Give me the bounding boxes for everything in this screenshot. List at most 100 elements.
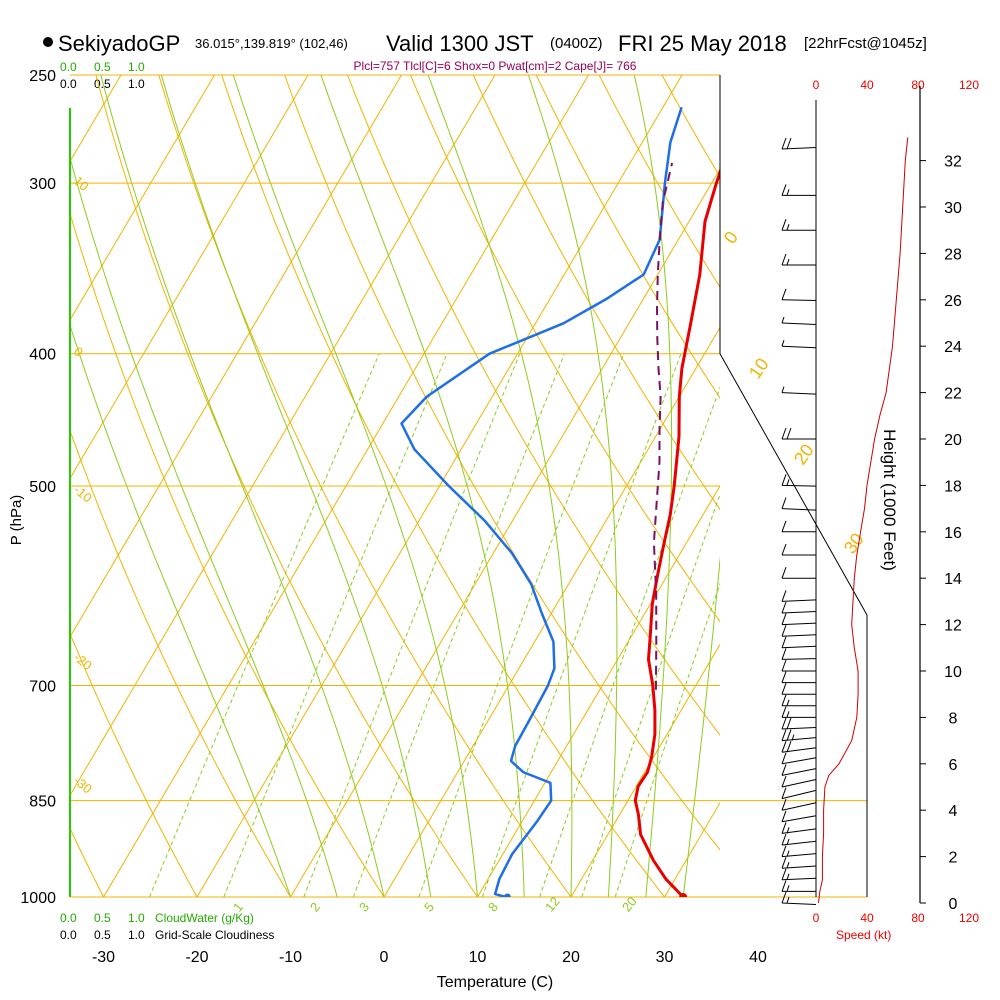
wind-barb-flag	[781, 833, 787, 846]
wind-barb	[781, 857, 817, 869]
wind-barb-staff	[781, 645, 817, 649]
isotherm-line	[70, 75, 215, 321]
pressure-label: 700	[29, 679, 56, 696]
wind-barb	[781, 729, 817, 742]
height-label: 2	[949, 850, 958, 867]
wind-barb-flag	[781, 613, 787, 625]
dry-adiabat-line	[70, 211, 385, 897]
wind-barb	[781, 845, 817, 858]
top-speed-scale: 0 40 80 120	[813, 78, 980, 92]
wind-barb-flag	[786, 729, 792, 741]
wind-barb-half-flag	[786, 479, 790, 486]
bottom-speed-tick-0: 0	[813, 911, 820, 925]
wind-barb-flag	[781, 822, 787, 834]
height-label: 30	[944, 200, 962, 217]
wind-barb	[781, 799, 817, 811]
wind-barb	[781, 316, 817, 325]
wind-barb-staff	[781, 508, 817, 511]
bottom-speed-tick-1: 40	[860, 911, 874, 925]
wind-barb-flag	[781, 474, 787, 486]
moist-adiabat-line	[232, 75, 478, 897]
wind-barb-staff	[781, 789, 817, 800]
stability-params: Plcl=757 Tlcl[C]=6 Shox=0 Pwat[cm]=2 Cap…	[354, 59, 637, 73]
wind-barb-flag	[781, 636, 787, 648]
cloudwater-label: CloudWater (g/Kg)	[155, 911, 254, 925]
wind-barb-flag	[781, 520, 787, 532]
parcel-path	[652, 162, 674, 690]
wind-barb-flag	[781, 497, 787, 509]
height-label: 4	[949, 803, 958, 820]
moist-adiabat-line	[70, 323, 291, 897]
height-label: 24	[944, 339, 962, 356]
height-label: 26	[944, 293, 962, 310]
dry-adiabat-label: -20	[71, 650, 95, 674]
wind-barb	[781, 340, 817, 349]
height-label: 14	[944, 571, 962, 588]
wind-barb-flag	[781, 729, 787, 741]
moist-adiabat-line	[633, 75, 673, 897]
surface-dewpoint-marker	[503, 893, 511, 897]
height-label: 0	[949, 896, 958, 913]
wind-barb-half-flag	[786, 189, 790, 196]
moist-adiabat-line	[682, 555, 720, 897]
top-cloudiness-tick-2: 1.0	[128, 77, 145, 91]
bottom-cloudwater-tick-1: 0.5	[94, 911, 111, 925]
wind-barb-half-flag	[781, 316, 785, 324]
wind-barb	[781, 810, 817, 823]
temperature-tick-label: 0	[380, 949, 389, 966]
top-speed-tick-0: 0	[813, 78, 820, 92]
station-coords: 36.015°,139.819° (102,46)	[195, 36, 348, 51]
wind-barb-flag	[781, 601, 787, 614]
height-label: 28	[944, 246, 962, 263]
dewpoint-profile	[400, 106, 683, 897]
moist-adiabats	[70, 75, 720, 897]
wind-barb	[781, 427, 816, 440]
wind-barb-staff	[781, 322, 817, 325]
wind-barb	[781, 659, 816, 672]
wind-barb-flag	[781, 288, 787, 300]
wind-barb-staff	[781, 484, 817, 487]
wind-barb-flag	[781, 857, 787, 869]
station-dot-icon	[43, 37, 53, 47]
top-speed-tick-2: 80	[911, 78, 925, 92]
wind-barb	[781, 741, 817, 753]
height-label: 32	[944, 154, 962, 171]
wind-barb-half-flag	[781, 340, 785, 347]
wind-barb-staff	[781, 634, 817, 637]
wind-barb	[781, 683, 816, 695]
valid-date: FRI 25 May 2018	[618, 31, 787, 56]
wind-speed-line	[818, 137, 909, 904]
wind-barb-half-flag	[786, 224, 790, 231]
bottom-cloudiness-tick-1: 0.5	[94, 928, 111, 942]
temperature-axis-label: Temperature (C)	[437, 974, 553, 991]
pressure-label: 300	[29, 176, 56, 193]
wind-barb-staff	[781, 299, 817, 302]
wind-barb	[781, 671, 816, 684]
dry-adiabat-label: -30	[71, 773, 95, 797]
bottom-cloudwater-tick-0: 0.0	[60, 911, 77, 925]
moist-adiabat-label: 20	[790, 440, 818, 468]
wind-barb-half-flag	[786, 862, 790, 869]
wind-barb-flag	[781, 694, 787, 706]
pressure-label: 250	[29, 68, 56, 85]
bottom-cloudwater-tick-2: 1.0	[128, 911, 145, 925]
isotherm-line	[852, 75, 1000, 897]
wind-barb	[781, 497, 817, 511]
wind-barb	[781, 288, 817, 302]
wind-barb-half-flag	[786, 827, 790, 834]
wind-barb-flag	[781, 787, 787, 799]
height-label: 16	[944, 525, 962, 542]
wind-barb	[781, 613, 817, 626]
isobars	[70, 74, 867, 898]
wind-barb-staff	[781, 658, 817, 660]
moist-adiabat-label: 30	[840, 529, 868, 557]
wind-panel	[719, 75, 909, 905]
pressure-label: 400	[29, 347, 56, 364]
wind-barb-staff	[781, 345, 817, 349]
wind-barb-flag	[781, 659, 787, 672]
wind-barb-flag	[781, 868, 787, 880]
wind-barb	[781, 706, 816, 718]
wind-barb-half-flag	[791, 734, 795, 741]
wind-barb	[781, 775, 817, 788]
